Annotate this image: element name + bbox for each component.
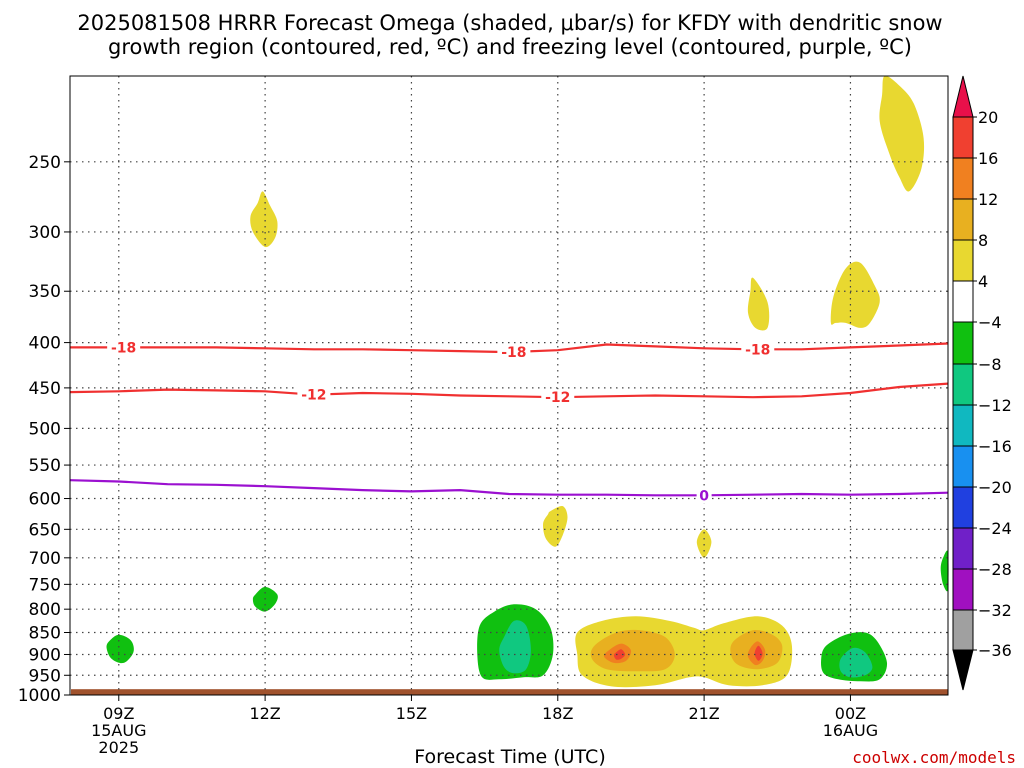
contour-label: -18 bbox=[501, 345, 526, 361]
omega-area-7 bbox=[106, 634, 134, 664]
x-tick-label: 21Z bbox=[688, 704, 719, 723]
x-tick-label: 2025 bbox=[98, 738, 139, 757]
omega-area-19 bbox=[754, 645, 763, 661]
colorbar-label: −36 bbox=[978, 641, 1012, 660]
colorbar-swatch bbox=[952, 280, 974, 323]
contour-line-0 bbox=[69, 479, 949, 497]
colorbar-label: −8 bbox=[978, 355, 1002, 374]
y-axis-ticks: 2503003504004505005506006507007508008509… bbox=[18, 153, 70, 706]
y-tick-label: 300 bbox=[29, 223, 61, 243]
omega-area-3 bbox=[747, 277, 770, 331]
omega-shading-layer bbox=[106, 75, 949, 688]
y-tick-label: 700 bbox=[29, 549, 61, 569]
colorbar-top-arrow bbox=[952, 75, 974, 118]
ground-fill bbox=[71, 689, 948, 695]
contour-label: -12 bbox=[301, 388, 326, 404]
y-tick-label: 900 bbox=[29, 645, 61, 665]
plot-frame bbox=[69, 75, 949, 696]
colorbar-label: 12 bbox=[978, 190, 998, 209]
y-tick-label: 1000 bbox=[18, 686, 61, 706]
colorbar-label: −12 bbox=[978, 396, 1012, 415]
contour-label: -18 bbox=[111, 340, 136, 356]
colorbar-swatch bbox=[952, 116, 974, 159]
omega-area-13 bbox=[839, 647, 873, 678]
colorbar-swatch bbox=[952, 363, 974, 406]
y-tick-label: 250 bbox=[29, 153, 61, 173]
grid-layer bbox=[70, 76, 948, 695]
colorbar-bottom-arrow bbox=[952, 649, 974, 691]
y-tick-label: 500 bbox=[29, 419, 61, 439]
x-tick-label: 15AUG bbox=[91, 721, 146, 740]
y-tick-label: 750 bbox=[29, 575, 61, 595]
contour-layer: -18 -18 -18 -12 -12 0 bbox=[69, 339, 949, 504]
colorbar-label: 16 bbox=[978, 149, 998, 168]
contour-label-bg bbox=[497, 343, 531, 360]
x-tick-label: 15Z bbox=[396, 704, 427, 723]
colorbar-swatch bbox=[952, 445, 974, 488]
colorbar-label: −28 bbox=[978, 560, 1012, 579]
colorbar-swatch bbox=[952, 404, 974, 447]
contour-label-bg bbox=[741, 341, 775, 358]
omega-area-12 bbox=[499, 620, 531, 674]
colorbar-label: 4 bbox=[978, 272, 988, 291]
colorbar-swatch bbox=[952, 239, 974, 282]
chart-title-line2: growth region (contoured, red, ºC) and f… bbox=[108, 35, 912, 59]
omega-area-4 bbox=[543, 505, 568, 547]
omega-area-5 bbox=[696, 529, 712, 558]
ground-layer bbox=[71, 689, 948, 695]
x-axis-label: Forecast Time (UTC) bbox=[414, 746, 605, 768]
x-tick-label: 18Z bbox=[542, 704, 573, 723]
colorbar-label: −32 bbox=[978, 601, 1012, 620]
contour-label: -12 bbox=[545, 390, 570, 406]
colorbar-label: −16 bbox=[978, 437, 1012, 456]
y-tick-label: 350 bbox=[29, 282, 61, 302]
contour-line--12 bbox=[69, 382, 949, 399]
omega-area-0 bbox=[830, 261, 880, 328]
colorbar-swatch bbox=[952, 527, 974, 570]
contour-label: 0 bbox=[699, 488, 709, 504]
omega-area-1 bbox=[879, 75, 925, 192]
colorbar-label: −20 bbox=[978, 478, 1012, 497]
chart-title-line1: 2025081508 HRRR Forecast Omega (shaded, … bbox=[77, 11, 942, 35]
y-tick-label: 800 bbox=[29, 600, 61, 620]
y-tick-label: 950 bbox=[29, 666, 61, 686]
y-tick-label: 600 bbox=[29, 490, 61, 510]
colorbar: 20 16 12 8 4 −4 −8 −12 −16 −20 −24 −28 −32 −36 bbox=[952, 75, 1012, 691]
credit-text: coolwx.com/models bbox=[852, 748, 1016, 767]
contour-label-bg bbox=[107, 339, 141, 356]
colorbar-label: 20 bbox=[978, 108, 998, 127]
colorbar-swatch bbox=[952, 486, 974, 529]
y-tick-label: 400 bbox=[29, 334, 61, 354]
y-tick-label: 550 bbox=[29, 456, 61, 476]
colorbar-label: −24 bbox=[978, 519, 1012, 538]
omega-area-18 bbox=[613, 649, 626, 660]
contour-label: -18 bbox=[745, 342, 770, 358]
colorbar-swatch bbox=[952, 321, 974, 365]
colorbar-label: 8 bbox=[978, 231, 988, 250]
y-tick-label: 850 bbox=[29, 623, 61, 643]
y-tick-label: 450 bbox=[29, 379, 61, 399]
contour-label-bg bbox=[541, 389, 575, 406]
colorbar-swatch bbox=[952, 198, 974, 241]
colorbar-swatch bbox=[952, 568, 974, 611]
colorbar-swatch bbox=[952, 609, 974, 651]
colorbar-label: −4 bbox=[978, 313, 1002, 332]
contour-label-bg bbox=[297, 386, 331, 403]
x-tick-label: 12Z bbox=[249, 704, 280, 723]
omega-area-10 bbox=[940, 550, 949, 592]
colorbar-swatch bbox=[952, 157, 974, 200]
y-tick-label: 650 bbox=[29, 520, 61, 540]
x-tick-label: 00Z bbox=[835, 704, 866, 723]
contour-label-bg bbox=[696, 487, 712, 504]
omega-area-2 bbox=[250, 191, 278, 248]
x-tick-label: 09Z bbox=[103, 704, 134, 723]
x-tick-label: 16AUG bbox=[823, 721, 878, 740]
